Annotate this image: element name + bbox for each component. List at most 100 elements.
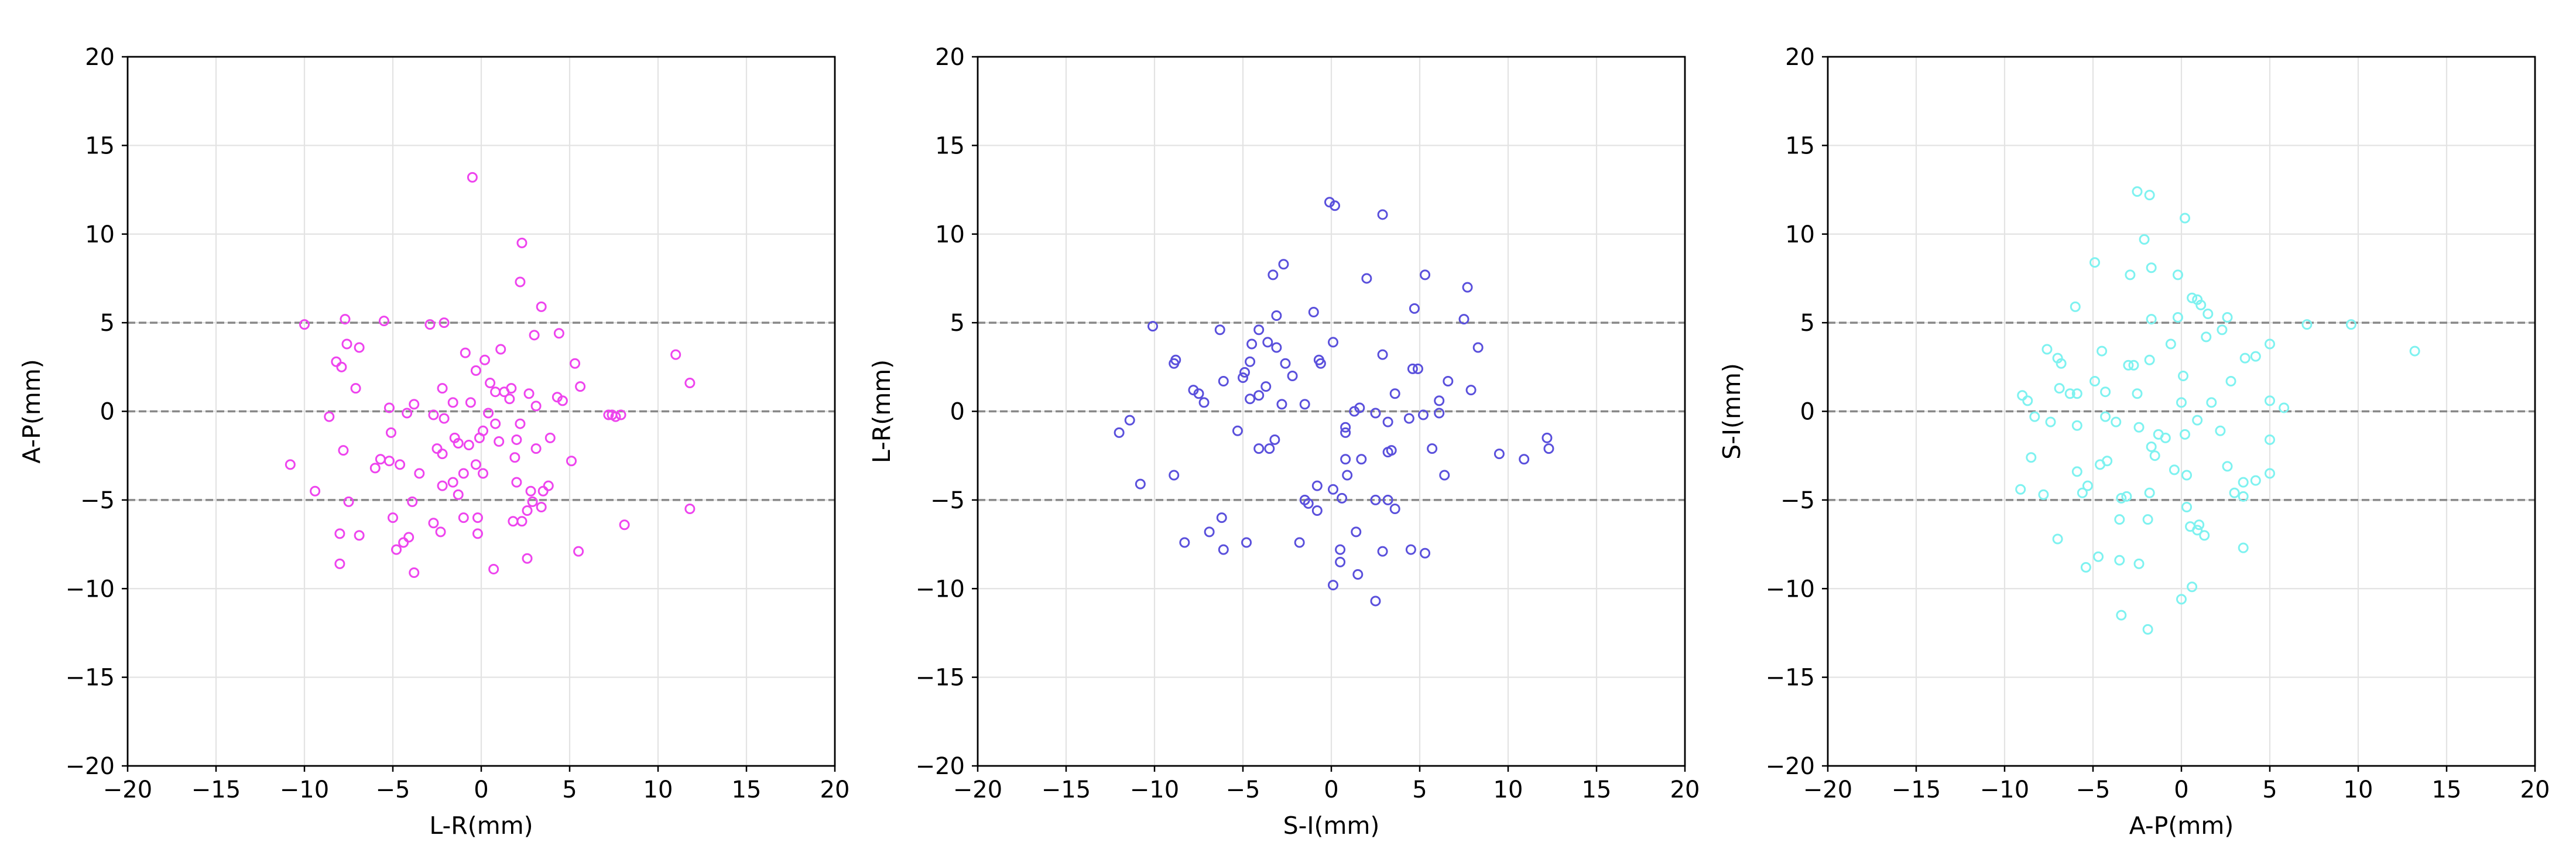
data-point [447,477,458,488]
data-point [472,512,483,523]
data-point [2045,416,2056,427]
x-axis-label: L-R(mm) [429,812,533,840]
data-point [2038,489,2049,500]
data-point [1377,546,1388,557]
data-point [2239,353,2250,364]
data-point [536,301,547,312]
data-point [428,409,439,420]
data-point [1377,209,1388,220]
data-point [385,427,396,438]
data-point [506,383,517,394]
x-tick-label: −5 [1226,776,1260,803]
data-point [2133,558,2145,569]
data-point [2097,345,2108,357]
data-point [465,397,476,408]
panel-lr-vs-ap: −20−20 −15 −15 −10 −10 −5 −5 0 0 5 5 10 10 15 15 20 20 L… [18,44,849,840]
data-point [1427,443,1438,454]
data-point [1542,432,1553,443]
y-tick-label: −15 [916,665,965,692]
data-point [2041,344,2053,355]
data-point [1328,337,1339,348]
x-tick-label: 15 [2432,776,2462,803]
x-tick-label: −5 [2076,776,2111,803]
data-point [1340,422,1351,433]
x-tick-label: 20 [1670,776,1700,803]
data-point [1465,385,1477,396]
data-point [1330,200,1341,211]
data-point [1443,376,1454,387]
data-point [490,386,501,398]
data-point [1276,399,1287,410]
x-tick-label: 20 [2520,776,2550,803]
data-point [2144,487,2155,498]
x-tick-label: −20 [103,776,152,803]
y-tick-label: −20 [1766,753,1815,780]
y-tick-label: −5 [930,487,965,514]
data-point [610,411,621,422]
data-point [2178,370,2189,381]
data-point [391,544,402,555]
data-point [1407,363,1418,374]
data-point [2144,190,2155,201]
data-point [527,496,538,507]
data-point [575,381,586,392]
data-point [1169,470,1180,481]
data-point [1439,470,1450,481]
plot-area: −20−20 −15 −15 −10 −10 −5 −5 0 0 5 5 10 10 15 15 20 20 [66,44,850,803]
data-point [341,338,352,350]
data-point [1287,370,1298,381]
data-point [1361,273,1372,284]
data-point [2100,411,2111,422]
data-point [522,553,533,564]
x-axis-label: A-P(mm) [2129,812,2234,840]
data-point [340,314,351,325]
data-point [2116,492,2127,504]
data-point [2111,416,2122,427]
data-point [409,567,420,579]
data-point [2176,397,2187,408]
data-point [2082,480,2093,491]
data-point [2121,491,2132,502]
x-tick-label: −10 [1130,776,1179,803]
data-point [2149,450,2160,461]
data-point [1179,537,1190,548]
data-point [485,378,496,389]
data-point [388,512,398,523]
data-point [1294,537,1305,548]
data-point [1114,427,1125,438]
data-point [407,496,418,507]
data-point [2116,610,2127,621]
data-point [2409,345,2420,357]
plot-area: −20−20 −15 −15 −10 −10 −5 −5 0 0 5 5 10 10 15 15 20 20 [916,44,1700,803]
data-point [299,319,310,330]
data-point [1389,504,1400,515]
y-tick-label: −15 [66,665,115,692]
x-tick-label: −10 [280,776,329,803]
y-tick-label: 0 [100,399,115,426]
data-point [2142,624,2153,635]
data-point [1418,409,1429,420]
data-point [2238,491,2249,502]
data-point [343,496,354,507]
data-point [2054,383,2065,394]
y-axis-label: S-I(mm) [1718,363,1746,460]
y-tick-label: 15 [935,132,965,159]
data-point [383,456,395,467]
data-point [1335,544,1346,555]
data-point [511,434,522,445]
data-point [2123,360,2134,371]
data-point [310,485,321,497]
data-point [2194,519,2205,531]
data-point [536,501,547,512]
data-point [1420,269,1431,280]
data-point [2128,360,2139,371]
data-point [2015,484,2026,495]
data-point [439,317,450,328]
y-tick-label: 5 [1800,310,1815,337]
data-point [1356,454,1367,465]
data-point [435,526,446,538]
data-point [447,397,458,408]
data-point [2146,442,2157,453]
x-tick-label: 0 [474,776,488,803]
